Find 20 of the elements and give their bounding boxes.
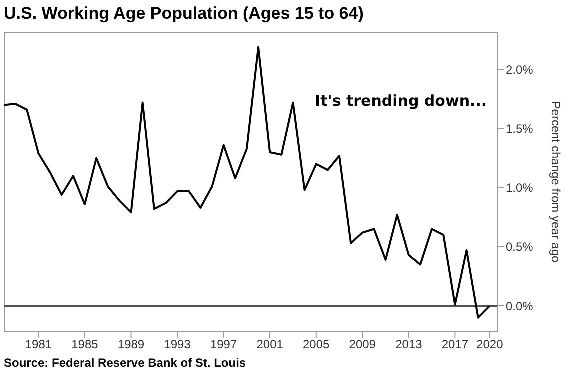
x-tick-label: 1985 xyxy=(72,338,99,352)
x-tick-label: 2005 xyxy=(303,338,330,352)
y-tick-label: 0.5% xyxy=(506,240,534,254)
x-tick-label: 1997 xyxy=(210,338,238,352)
y-tick-label: 1.5% xyxy=(506,122,534,136)
x-tick-label: 2013 xyxy=(396,338,423,352)
y-tick-label: 0.0% xyxy=(506,299,534,314)
y-axis-title: Percent change from year ago xyxy=(548,101,563,264)
chart-title: U.S. Working Age Population (Ages 15 to 64) xyxy=(4,4,364,24)
x-tick-label: 2009 xyxy=(349,338,376,352)
source-note: Source: Federal Reserve Bank of St. Louis xyxy=(4,356,246,370)
x-tick-label: 1981 xyxy=(25,338,52,352)
y-tick-label: 1.0% xyxy=(506,181,534,196)
x-tick-label: 1989 xyxy=(118,338,145,352)
x-tick-label: 2017 xyxy=(442,338,469,352)
x-tick-label: 1993 xyxy=(164,338,192,352)
y-tick-label: 2.0% xyxy=(506,63,534,78)
annotation: It's trending down... xyxy=(315,92,488,110)
x-tick-label: 2001 xyxy=(256,338,284,352)
x-tick-label: 2020 xyxy=(476,338,504,352)
